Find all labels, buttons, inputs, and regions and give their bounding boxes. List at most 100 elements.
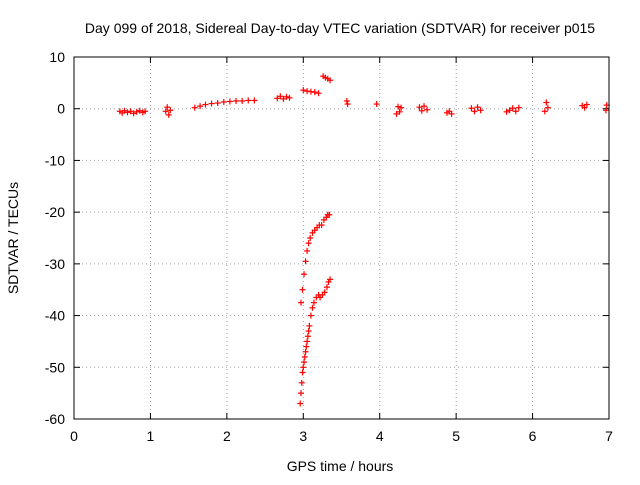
data-point (393, 110, 400, 117)
data-point (306, 322, 313, 329)
data-point (323, 284, 330, 291)
x-tick-label: 5 (452, 428, 460, 444)
data-point (416, 104, 423, 111)
data-point (503, 108, 510, 115)
data-point (304, 338, 311, 345)
data-point (424, 106, 431, 113)
data-point (297, 400, 304, 407)
y-tick-label: 10 (49, 49, 65, 65)
data-point (448, 110, 455, 117)
data-point (506, 107, 513, 114)
data-point (309, 304, 316, 311)
y-tick-label: -60 (45, 411, 65, 427)
data-point (220, 98, 227, 105)
data-point (310, 299, 317, 306)
data-point (307, 312, 314, 319)
data-point (468, 105, 475, 112)
data-point (226, 98, 233, 105)
data-point (167, 107, 174, 114)
y-tick-label: -50 (45, 359, 65, 375)
data-point (142, 108, 149, 115)
tick-layer (73, 56, 610, 420)
data-point (396, 108, 403, 115)
data-point (471, 108, 478, 115)
data-point (307, 235, 314, 241)
data-point (544, 104, 551, 111)
data-point (133, 108, 140, 115)
x-tick-label: 0 (70, 428, 78, 444)
data-point (121, 107, 128, 114)
data-point (421, 103, 428, 110)
data-point (315, 90, 322, 97)
data-point (398, 104, 405, 111)
data-point (343, 97, 350, 104)
grid-layer (74, 57, 609, 419)
x-tick-label: 3 (299, 428, 307, 444)
data-point (543, 99, 550, 106)
data-point (327, 77, 334, 84)
y-tick-label: -40 (45, 308, 65, 324)
data-point (583, 101, 590, 108)
data-point (299, 286, 306, 293)
data-point (124, 109, 131, 116)
data-point (302, 348, 309, 355)
data-point (418, 107, 425, 114)
data-point (300, 87, 307, 94)
data-point (321, 289, 328, 296)
data-point (277, 93, 284, 100)
y-tick-label: -10 (45, 152, 65, 168)
data-point (395, 103, 402, 110)
x-axis-label: GPS time / hours (287, 458, 394, 474)
x-tick-label: 7 (605, 428, 613, 444)
x-tick-label: 2 (223, 428, 231, 444)
data-point (301, 359, 308, 366)
data-point (303, 343, 310, 350)
data-point (136, 107, 143, 114)
data-point (297, 390, 304, 397)
data-point (208, 100, 215, 107)
data-point (299, 369, 306, 376)
data-point (300, 364, 307, 371)
data-point (280, 95, 287, 102)
data-point (474, 104, 481, 111)
data-point-layer (116, 73, 610, 407)
data-point (318, 222, 325, 229)
y-tick-label: -20 (45, 204, 65, 220)
data-point (326, 211, 333, 218)
data-point (373, 101, 380, 108)
chart-title: Day 099 of 2018, Sidereal Day-to-day VTE… (85, 20, 595, 36)
data-point (581, 104, 588, 111)
data-point (197, 103, 204, 110)
data-point (164, 104, 171, 111)
y-axis-label: SDTVAR / TECUs (5, 182, 21, 294)
data-point (344, 101, 351, 108)
data-point (512, 108, 519, 115)
data-point (301, 271, 308, 278)
data-point (202, 101, 209, 108)
data-point (297, 299, 304, 306)
data-point (214, 100, 221, 107)
data-point (509, 105, 516, 112)
data-point (286, 94, 293, 101)
data-point (541, 108, 548, 115)
data-point (233, 97, 240, 104)
data-point (165, 111, 172, 118)
data-point (283, 93, 290, 100)
data-point (239, 97, 246, 104)
data-point (245, 97, 252, 104)
plot-frame (73, 56, 610, 420)
x-tick-label: 4 (376, 428, 384, 444)
data-point (251, 97, 258, 104)
data-point (162, 108, 169, 115)
data-point (515, 104, 522, 111)
data-point (327, 276, 334, 283)
data-point (305, 240, 312, 247)
data-point (301, 353, 308, 360)
x-tick-label: 1 (147, 428, 155, 444)
data-point (130, 110, 137, 117)
data-point (602, 107, 609, 114)
data-point (311, 89, 318, 96)
x-tick-label: 6 (529, 428, 537, 444)
